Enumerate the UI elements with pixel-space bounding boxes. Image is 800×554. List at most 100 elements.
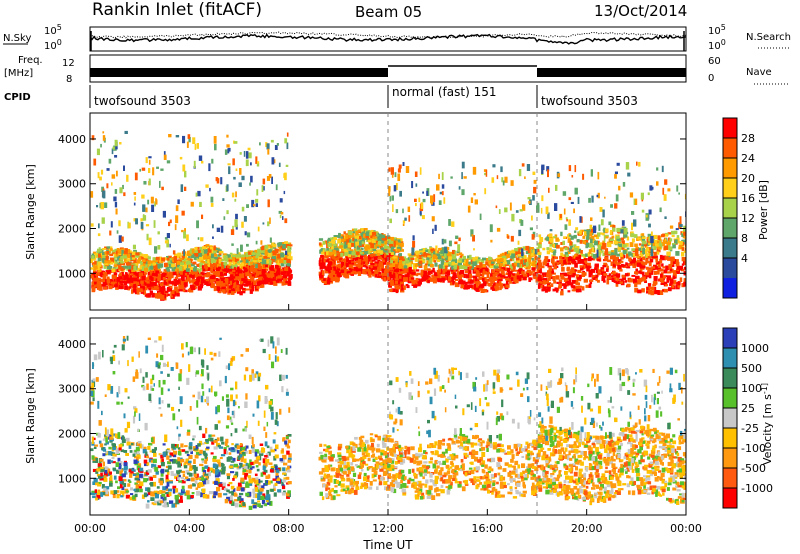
power-echo-cell: [387, 240, 392, 244]
power-echo-cell: [213, 250, 217, 254]
power-echo-cell: [319, 258, 322, 261]
power-echo-cell: [363, 264, 366, 267]
power-echo-cell: [373, 263, 378, 267]
power-echo-cell: [332, 249, 336, 255]
power-echo-cell: [177, 199, 180, 204]
power-echo-cell: [228, 147, 231, 152]
power-echo-cell: [402, 258, 406, 262]
power-echo-cell: [655, 257, 659, 263]
power-echo-cell: [563, 236, 567, 239]
power-echo-cell: [514, 269, 518, 272]
power-echo-cell: [413, 264, 417, 270]
power-echo-cell: [509, 275, 513, 278]
power-echo-cell: [499, 258, 504, 263]
power-echo-cell: [341, 273, 344, 276]
power-echo-cell: [664, 233, 669, 237]
power-echo-cell: [441, 265, 445, 269]
power-echo-cell: [682, 234, 686, 239]
power-echo-cell: [433, 194, 436, 202]
power-echo-cell: [560, 231, 563, 237]
power-echo-cell: [408, 262, 412, 268]
power-echo-cell: [287, 246, 290, 249]
power-echo-cell: [141, 266, 146, 271]
power-echo-cell: [549, 249, 553, 252]
power-echo-cell: [461, 189, 465, 196]
power-echo-cell: [229, 263, 232, 269]
power-echo-cell: [456, 253, 459, 256]
power-echo-cell: [216, 251, 220, 254]
power-echo-cell: [620, 256, 624, 260]
power-echo-cell: [548, 187, 550, 193]
power-echo-cell: [352, 261, 357, 266]
power-echo-cell: [675, 261, 680, 267]
power-echo-cell: [343, 273, 347, 277]
power-echo-cell: [162, 275, 166, 280]
power-echo-cell: [597, 258, 601, 262]
power-echo-cell: [263, 274, 266, 279]
power-echo-cell: [458, 257, 463, 262]
power-echo-cell: [511, 273, 516, 277]
power-echo-cell: [398, 238, 403, 242]
power-echo-cell: [651, 186, 654, 190]
power-echo-cell: [157, 245, 161, 250]
power-echo-cell: [96, 285, 102, 290]
power-echo-cell: [98, 280, 102, 286]
power-echo-cell: [103, 253, 107, 258]
power-echo-cell: [672, 275, 676, 280]
power-echo-cell: [502, 180, 505, 186]
power-echo-cell: [577, 196, 580, 204]
power-echo-cell: [591, 247, 594, 252]
power-echo-cell: [149, 270, 153, 275]
power-echo-cell: [372, 265, 378, 270]
power-echo-cell: [225, 287, 230, 291]
power-echo-cell: [102, 274, 107, 278]
power-echo-cell: [421, 276, 426, 280]
power-echo-cell: [436, 184, 440, 191]
power-echo-cell: [546, 250, 551, 255]
power-echo-cell: [353, 266, 358, 271]
power-echo-cell: [327, 243, 332, 248]
power-echo-cell: [662, 187, 665, 195]
power-echo-cell: [257, 267, 261, 272]
power-echo-cell: [384, 271, 388, 276]
power-echo-cell: [374, 238, 377, 241]
power-echo-cell: [491, 276, 494, 280]
power-echo-cell: [472, 257, 476, 262]
power-echo-cell: [656, 261, 660, 265]
power-echo-cell: [245, 259, 249, 263]
power-echo-cell: [665, 265, 669, 271]
power-echo-cell: [670, 258, 675, 262]
power-echo-cell: [94, 260, 97, 265]
power-echo-cell: [172, 271, 177, 276]
power-echo-cell: [257, 226, 260, 232]
power-echo-cell: [255, 240, 258, 245]
power-echo-cell: [250, 252, 254, 255]
power-echo-cell: [473, 193, 476, 196]
power-echo-cell: [663, 245, 668, 250]
power-echo-cell: [194, 286, 198, 289]
power-echo-cell: [661, 255, 667, 261]
power-echo-cell: [236, 280, 239, 284]
power-echo-cell: [560, 263, 564, 267]
power-echo-cell: [471, 234, 474, 237]
power-echo-cell: [266, 176, 271, 181]
power-echo-cell: [511, 256, 515, 262]
power-echo-cell: [96, 265, 100, 270]
power-echo-cell: [93, 281, 99, 284]
power-echo-cell: [631, 253, 634, 258]
power-echo-cell: [259, 284, 263, 288]
power-echo-cell: [551, 250, 555, 253]
power-echo-cell: [524, 255, 527, 260]
power-echo-cell: [372, 236, 376, 239]
power-echo-cell: [483, 289, 488, 293]
power-echo-cell: [160, 283, 164, 287]
power-echo-cell: [373, 242, 377, 246]
power-echo-cell: [650, 270, 654, 275]
power-echo-cell: [532, 260, 536, 265]
power-echo-cell: [216, 261, 221, 266]
power-echo-cell: [519, 209, 523, 212]
power-echo-cell: [566, 219, 568, 222]
power-echo-cell: [659, 268, 664, 272]
power-echo-cell: [620, 229, 624, 234]
power-echo-cell: [210, 196, 214, 203]
